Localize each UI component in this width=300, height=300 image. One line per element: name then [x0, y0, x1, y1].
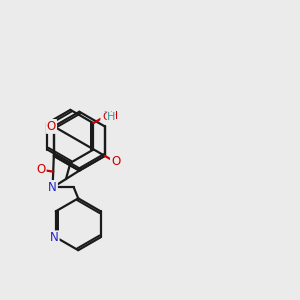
Text: O: O — [111, 155, 120, 168]
Text: N: N — [50, 231, 59, 244]
Text: O: O — [47, 120, 56, 133]
Text: OH: OH — [101, 111, 118, 121]
Text: O: O — [102, 112, 111, 122]
Text: H: H — [107, 112, 116, 122]
Text: O: O — [36, 163, 46, 176]
Text: N: N — [48, 181, 57, 194]
